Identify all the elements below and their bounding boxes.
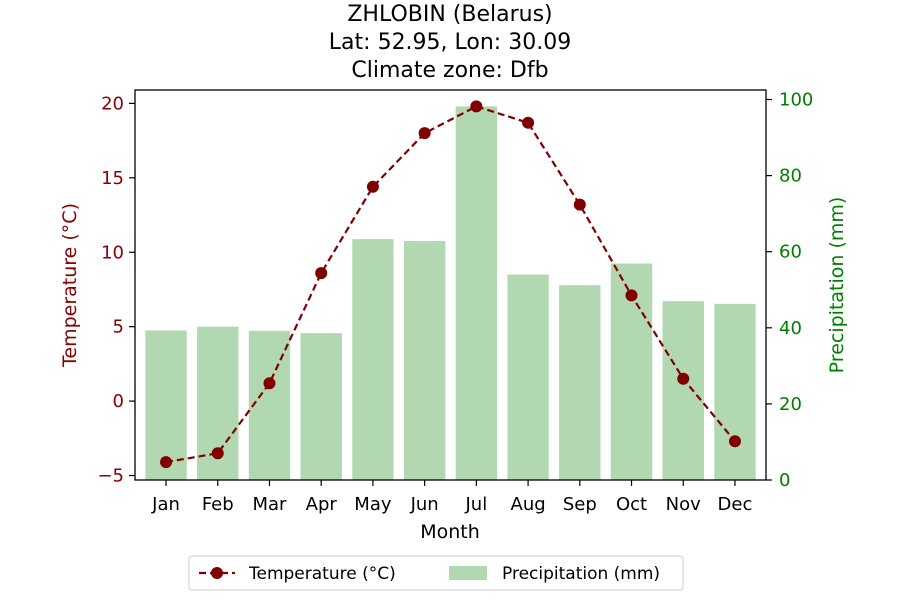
x-tick-label: Apr [306,494,338,515]
left-axis-label: Temperature (°C) [59,203,81,368]
right-tick-label: 100 [779,90,813,111]
x-tick-label: Jul [465,494,488,515]
temp-point-jan [160,456,173,469]
temp-point-sep [573,198,586,211]
title-line-1: ZHLOBIN (Belarus) [347,2,552,27]
temp-point-aug [522,116,535,129]
chart-title: ZHLOBIN (Belarus) Lat: 52.95, Lon: 30.09… [329,2,571,83]
temp-point-mar [263,377,276,390]
right-tick-label: 0 [779,470,790,491]
x-tick-label: Oct [616,494,647,515]
x-tick-label: Jan [151,494,180,515]
left-tick-label: 20 [101,93,124,114]
precipitation-bars [145,106,756,481]
precip-bar-jul [455,106,498,481]
precip-bar-mar [248,330,291,480]
x-tick-label: Jun [410,494,439,515]
x-tick-label: May [354,494,392,515]
x-axis-ticks: Jan Feb Mar Apr May Jun Jul Aug Sep Oct Nov Dec [151,480,752,515]
temperature-series [160,100,741,469]
temp-point-apr [315,267,328,280]
left-tick-label: 5 [113,317,124,338]
left-tick-label: 0 [113,391,124,412]
right-tick-label: 20 [779,394,802,415]
x-tick-label: Mar [252,494,287,515]
title-line-2: Lat: 52.95, Lon: 30.09 [329,30,571,55]
legend-box [188,555,684,591]
left-tick-label: 10 [101,242,124,263]
temp-point-dec [728,435,741,448]
right-axis-label: Precipitation (mm) [826,197,848,374]
right-axis-ticks: 0 20 40 60 80 100 [766,90,813,491]
temp-point-nov [677,372,690,385]
temp-point-jul [470,100,483,113]
right-tick-label: 80 [779,166,802,187]
x-tick-label: Dec [718,494,753,515]
x-tick-label: Feb [202,494,234,515]
right-tick-label: 40 [779,318,802,339]
temp-point-jun [418,127,431,140]
title-line-3: Climate zone: Dfb [351,58,548,83]
x-tick-label: Nov [666,494,701,515]
precip-bar-may [352,239,394,480]
left-tick-label: −5 [97,466,124,487]
x-axis-label: Month [420,521,480,543]
left-axis-ticks: −5 0 5 10 15 20 [97,93,135,487]
precip-bar-apr [300,333,342,480]
temp-point-may [366,180,379,193]
precip-bar-jan [145,330,187,480]
legend-precipitation-swatch [449,566,487,580]
left-tick-label: 15 [101,168,124,189]
x-tick-label: Aug [511,494,546,515]
legend-temperature-marker [211,567,223,579]
legend-temperature-label: Temperature (°C) [248,564,396,584]
temp-point-oct [625,289,638,302]
legend-precipitation-label: Precipitation (mm) [502,564,660,584]
temperature-line [165,105,736,464]
precip-bar-sep [559,285,601,480]
precip-bar-nov [662,301,704,480]
legend: Temperature (°C) Precipitation (mm) [188,555,684,591]
right-tick-label: 60 [779,242,802,263]
temp-point-feb [211,447,224,460]
precip-bar-aug [507,274,549,480]
plot-frame [134,89,767,481]
precip-bar-dec [714,303,756,480]
x-tick-label: Sep [563,494,597,515]
precip-bar-jun [403,241,446,480]
